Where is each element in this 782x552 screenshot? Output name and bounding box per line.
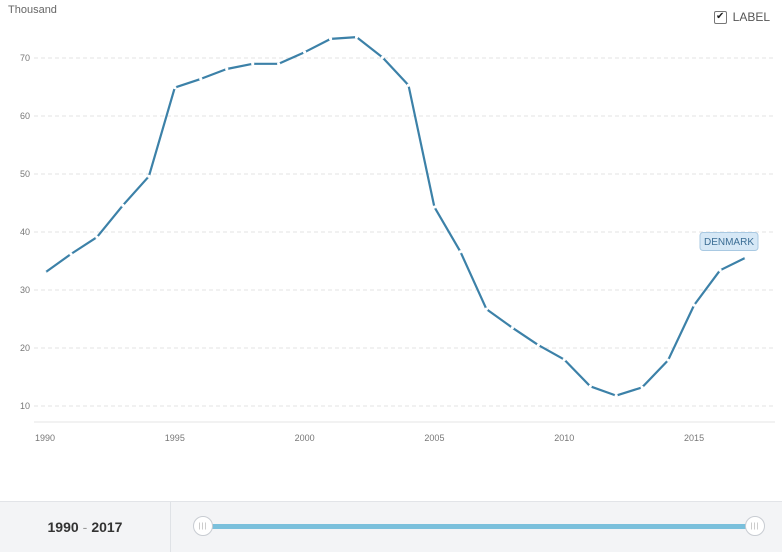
y-tick-label: 30 bbox=[20, 285, 30, 295]
checkmark-icon: ✔ bbox=[715, 11, 725, 22]
data-point bbox=[458, 250, 463, 254]
y-tick-label: 20 bbox=[20, 343, 30, 353]
footer-divider bbox=[170, 502, 171, 552]
data-point bbox=[147, 174, 151, 178]
y-tick-label: 50 bbox=[20, 169, 30, 179]
data-point bbox=[562, 358, 566, 362]
x-tick-label: 2015 bbox=[684, 433, 704, 443]
data-point bbox=[173, 85, 177, 90]
chart-area: Thousand ✔ LABEL 10 20 30 40 50 60 70 1990 1995 2… bbox=[8, 4, 775, 443]
line-chart: 10 20 30 40 50 60 70 1990 1995 2000 2005 2010 2015 DE… bbox=[20, 35, 775, 443]
data-point bbox=[225, 67, 229, 71]
data-point bbox=[432, 205, 437, 209]
data-point bbox=[277, 62, 281, 66]
series-end-label: DENMARK bbox=[704, 237, 754, 248]
range-slider-track[interactable] bbox=[204, 524, 756, 529]
data-point bbox=[744, 255, 748, 260]
x-tick-label: 2010 bbox=[554, 433, 574, 443]
data-point bbox=[251, 62, 255, 66]
range-start: 1990 bbox=[47, 519, 79, 535]
x-tick-label: 2000 bbox=[295, 433, 315, 443]
series-line bbox=[43, 35, 748, 397]
data-point bbox=[588, 384, 592, 388]
data-point bbox=[380, 55, 385, 60]
y-tick-label: 70 bbox=[20, 53, 30, 63]
time-range-footer: 1990 - 2017 ||| ||| bbox=[0, 501, 782, 552]
data-point bbox=[69, 252, 73, 256]
series-end-label-box bbox=[699, 232, 759, 252]
data-point bbox=[354, 35, 359, 39]
data-point bbox=[536, 343, 540, 347]
time-range-label: 1990 - 2017 bbox=[0, 502, 170, 552]
y-tick-label: 40 bbox=[20, 227, 30, 237]
data-point bbox=[640, 385, 644, 390]
data-point bbox=[692, 303, 696, 307]
range-end: 2017 bbox=[91, 519, 123, 535]
data-point bbox=[43, 271, 47, 275]
label-checkbox[interactable]: ✔ bbox=[713, 10, 727, 24]
data-point bbox=[666, 358, 670, 362]
data-point bbox=[199, 77, 203, 81]
data-point bbox=[484, 307, 488, 311]
x-tick-label: 1990 bbox=[35, 433, 55, 443]
range-separator: - bbox=[82, 519, 88, 535]
y-tick-label: 60 bbox=[20, 111, 30, 121]
data-point bbox=[614, 393, 618, 398]
x-tick-label: 1995 bbox=[165, 433, 185, 443]
label-toggle[interactable]: ✔ LABEL bbox=[713, 10, 770, 24]
data-point bbox=[718, 268, 722, 272]
data-point bbox=[406, 83, 411, 87]
range-slider-end-handle[interactable]: ||| bbox=[745, 516, 765, 536]
data-point bbox=[303, 50, 307, 54]
data-point bbox=[95, 235, 99, 239]
x-tick-label: 2005 bbox=[424, 433, 444, 443]
label-toggle-text: LABEL bbox=[732, 10, 770, 24]
y-axis-unit-label: Thousand bbox=[8, 4, 57, 16]
y-tick-label: 10 bbox=[20, 401, 30, 411]
data-point bbox=[510, 326, 514, 330]
data-point bbox=[328, 37, 333, 41]
data-point bbox=[121, 203, 125, 207]
range-slider-start-handle[interactable]: ||| bbox=[193, 516, 213, 536]
